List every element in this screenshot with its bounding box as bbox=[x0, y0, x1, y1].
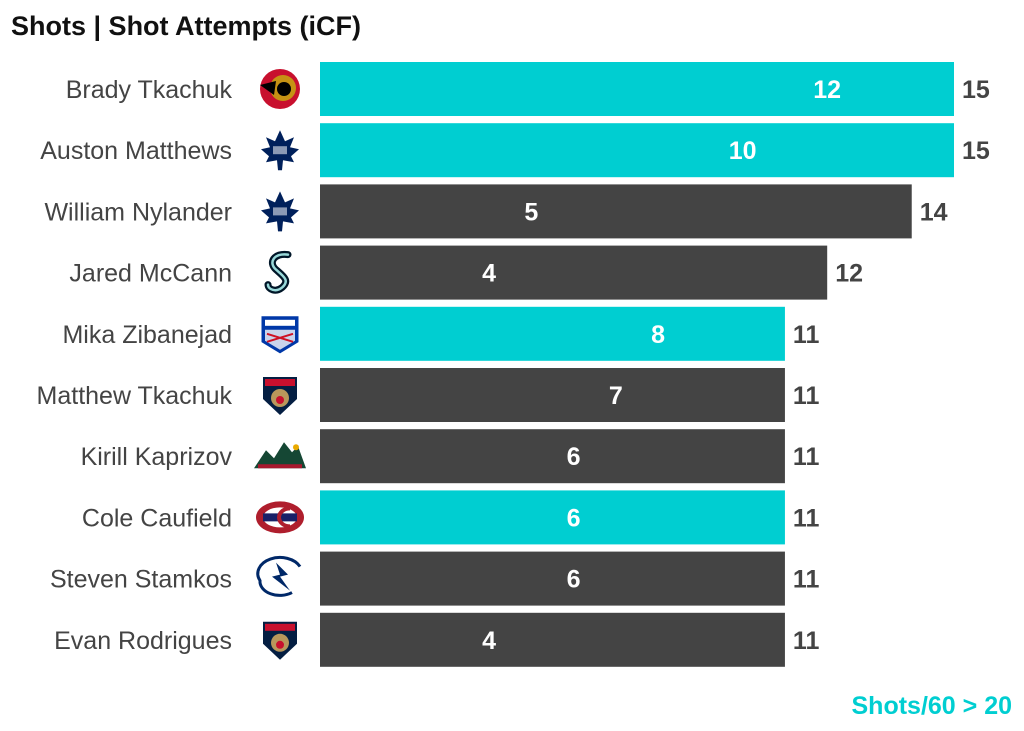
bar-row: Kirill Kaprizov 6 11 bbox=[81, 429, 820, 484]
attempts-value-label: 11 bbox=[793, 321, 820, 349]
player-label: Auston Matthews bbox=[40, 137, 232, 165]
maple-leafs-logo-icon bbox=[261, 130, 299, 171]
wild-logo-icon bbox=[254, 442, 306, 469]
shots-value-label: 8 bbox=[651, 321, 665, 349]
bar bbox=[320, 612, 785, 667]
maple-leafs-logo-icon bbox=[261, 191, 299, 232]
bar bbox=[320, 184, 912, 239]
player-label: William Nylander bbox=[44, 198, 232, 226]
attempts-value-label: 11 bbox=[793, 504, 820, 532]
attempts-value-label: 11 bbox=[793, 627, 820, 655]
bar-row: Brady Tkachuk 12 15 bbox=[66, 62, 990, 116]
bar-row: Jared McCann 4 12 bbox=[69, 245, 863, 300]
shots-value-label: 6 bbox=[567, 566, 581, 594]
rangers-logo-icon bbox=[261, 316, 299, 354]
bar-row: Auston Matthews 10 15 bbox=[40, 123, 990, 178]
senators-logo-icon bbox=[260, 69, 300, 109]
bar bbox=[320, 62, 954, 116]
player-label: Mika Zibanejad bbox=[62, 321, 232, 349]
attempts-value-label: 11 bbox=[793, 382, 820, 410]
bar bbox=[320, 123, 954, 178]
kraken-logo-icon bbox=[264, 250, 292, 294]
bar bbox=[320, 490, 785, 545]
shots-value-label: 10 bbox=[729, 137, 757, 165]
attempts-value-label: 14 bbox=[920, 198, 948, 226]
attempts-value-label: 15 bbox=[962, 76, 990, 104]
attempts-value-label: 12 bbox=[835, 260, 863, 288]
player-label: Matthew Tkachuk bbox=[37, 382, 233, 410]
shots-value-label: 12 bbox=[813, 76, 841, 104]
player-label: Evan Rodrigues bbox=[54, 627, 232, 655]
player-label: Brady Tkachuk bbox=[66, 76, 233, 104]
panthers-logo-icon bbox=[263, 377, 297, 415]
panthers-logo-icon bbox=[263, 621, 297, 660]
shots-value-label: 4 bbox=[482, 627, 496, 655]
bar-row: Steven Stamkos 6 11 bbox=[50, 551, 820, 606]
bar-row: Cole Caufield 6 11 bbox=[82, 490, 820, 545]
shots-value-label: 7 bbox=[609, 382, 623, 410]
bar bbox=[320, 429, 785, 484]
player-label: Cole Caufield bbox=[82, 504, 232, 532]
bar-row: Matthew Tkachuk 7 11 bbox=[37, 368, 820, 422]
attempts-value-label: 11 bbox=[793, 566, 820, 594]
lightning-logo-icon bbox=[256, 556, 302, 597]
bar bbox=[320, 368, 785, 422]
player-label: Jared McCann bbox=[69, 260, 232, 288]
shots-value-label: 6 bbox=[567, 443, 581, 471]
bar bbox=[320, 551, 785, 606]
shots-value-label: 6 bbox=[567, 504, 581, 532]
shots-value-label: 5 bbox=[524, 198, 538, 226]
bar-row: William Nylander 5 14 bbox=[44, 184, 948, 239]
bar bbox=[320, 245, 828, 300]
bar-row: Mika Zibanejad 8 11 bbox=[62, 306, 820, 361]
bar-row: Evan Rodrigues 4 11 bbox=[54, 612, 820, 667]
chart-rows: Brady Tkachuk 12 15 Auston Matthews 10 15 Will… bbox=[37, 62, 990, 667]
bar bbox=[320, 306, 785, 361]
canadiens-logo-icon bbox=[256, 501, 304, 534]
chart-title: Shots | Shot Attempts (iCF) bbox=[11, 11, 361, 41]
shots-value-label: 4 bbox=[482, 260, 496, 288]
attempts-value-label: 11 bbox=[793, 443, 820, 471]
player-label: Kirill Kaprizov bbox=[81, 443, 233, 471]
player-label: Steven Stamkos bbox=[50, 566, 232, 594]
footnote: Shots/60 > 20 bbox=[852, 692, 1013, 720]
attempts-value-label: 15 bbox=[962, 137, 990, 165]
